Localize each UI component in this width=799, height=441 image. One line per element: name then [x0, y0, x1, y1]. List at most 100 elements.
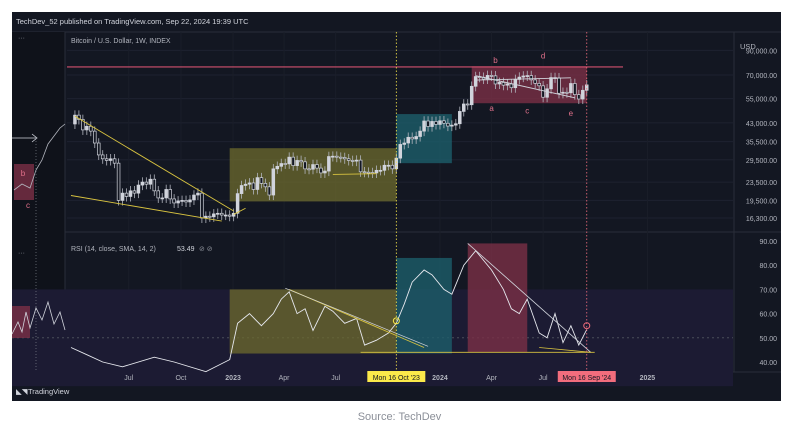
candle — [132, 190, 137, 194]
chart-frame: a b c d e b c USD 90,000.00 70,000.00 55,000.00 43,… — [12, 12, 781, 401]
candle — [212, 213, 216, 218]
candle — [509, 83, 514, 89]
pattern-label: e — [569, 109, 574, 118]
left-inset-label: b — [21, 169, 26, 178]
pattern-label: b — [493, 56, 498, 65]
candle — [120, 192, 125, 201]
rsi-downtrend-1b — [285, 287, 429, 347]
candle — [136, 184, 141, 194]
price-tick-label: 19,500.00 — [746, 198, 777, 205]
candle — [458, 111, 462, 125]
candle — [342, 157, 347, 160]
consolidation-line-2 — [475, 77, 571, 81]
candle — [100, 154, 105, 160]
candle — [164, 189, 168, 199]
candle — [124, 192, 129, 197]
candle — [390, 164, 395, 170]
candle — [489, 75, 494, 77]
candle — [410, 136, 414, 140]
candle — [188, 199, 192, 203]
price-tick-label: 29,500.00 — [746, 158, 777, 165]
candle — [204, 215, 208, 219]
rsi-teal-box — [396, 257, 452, 354]
eye-icon: ⊘ ⊘ — [199, 246, 213, 253]
candle — [354, 159, 359, 162]
candle — [418, 130, 422, 137]
candle — [140, 181, 145, 186]
candle — [219, 212, 224, 216]
candle — [112, 158, 117, 164]
time-tick-label: Jul — [331, 375, 340, 382]
candle — [577, 94, 581, 100]
candle — [104, 158, 109, 161]
candle — [541, 85, 545, 98]
candle — [414, 136, 418, 140]
candle — [454, 123, 458, 126]
candle — [89, 125, 93, 132]
candle — [227, 214, 232, 217]
candle — [573, 83, 577, 95]
source-caption: Source: TechDev — [357, 411, 442, 423]
candle — [422, 120, 426, 132]
candle — [152, 178, 157, 192]
candle — [303, 161, 307, 170]
yellow-range-box — [229, 148, 397, 202]
candle — [350, 160, 355, 162]
left-inset-red-box — [14, 164, 34, 200]
candle — [295, 160, 299, 166]
rsi-tick-label: 50.00 — [759, 336, 777, 343]
time-tick-label: 2024 — [432, 375, 448, 382]
candle — [85, 125, 89, 131]
candle — [331, 155, 335, 158]
candle — [497, 82, 502, 85]
candle — [335, 155, 339, 158]
candle — [473, 76, 478, 87]
candle — [378, 169, 383, 172]
candle — [569, 83, 573, 94]
candle — [513, 79, 518, 89]
candle — [168, 189, 172, 200]
pattern-label: c — [525, 106, 529, 115]
candle — [557, 77, 561, 94]
candle — [358, 159, 363, 173]
candle — [200, 192, 204, 219]
price-tick-label: 70,000.00 — [746, 73, 777, 80]
rsi-yellow-box — [229, 289, 397, 354]
more-icon: ··· — [18, 250, 25, 257]
candle — [247, 182, 252, 185]
rsi-value: 53.49 — [177, 246, 195, 253]
marker-date-label: Mon 16 Oct '23 — [373, 375, 420, 382]
candle — [180, 200, 184, 202]
candle — [231, 212, 236, 217]
rsi-red-box — [467, 243, 528, 353]
candle — [279, 163, 284, 167]
publisher-header: TechDev_52 published on TradingView.com,… — [16, 17, 249, 26]
left-inset-price-line — [13, 123, 66, 191]
candle — [561, 91, 565, 94]
candle — [108, 158, 113, 161]
rsi-downtrend-3 — [539, 347, 591, 353]
candle — [208, 215, 212, 218]
rsi-downtrend-2 — [467, 243, 591, 353]
candle — [176, 200, 180, 204]
left-inset-rsi-box — [12, 306, 30, 338]
currency-label: USD — [740, 42, 756, 51]
candle — [196, 192, 200, 196]
candle — [346, 158, 351, 161]
tradingview-logo: ◣◥ — [16, 387, 28, 396]
price-tick-label: 90,000.00 — [746, 48, 777, 55]
candles-group — [73, 70, 589, 224]
tradingview-logo-text: TradingView — [28, 387, 70, 396]
candle — [366, 171, 371, 174]
rsi-tick-label: 70.00 — [759, 287, 777, 294]
candle — [96, 142, 101, 156]
candle — [446, 122, 450, 127]
candle — [323, 170, 327, 174]
candle — [565, 91, 569, 94]
candle — [521, 75, 526, 78]
candle — [271, 168, 276, 196]
candle — [529, 75, 533, 81]
candle — [319, 167, 323, 174]
candle — [239, 185, 244, 194]
